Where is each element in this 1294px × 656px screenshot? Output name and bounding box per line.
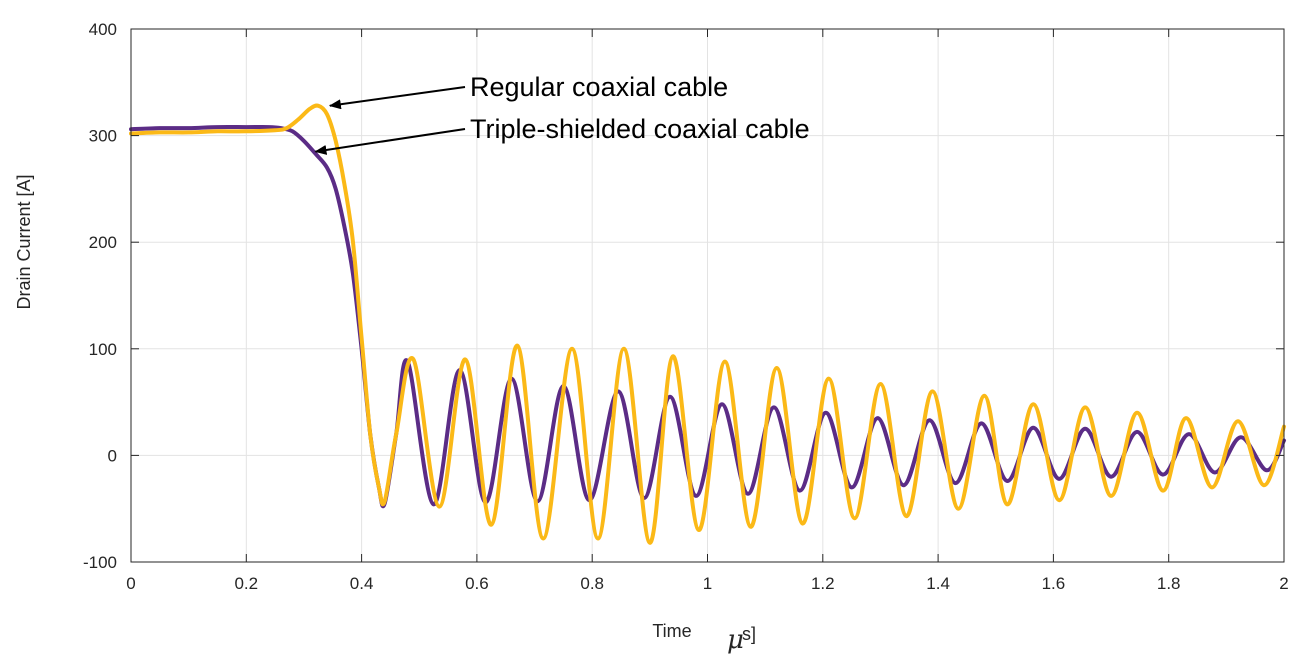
y-tick-label: 0 (108, 446, 117, 465)
y-tick-label: 200 (89, 233, 117, 252)
axis-ticks: 0 0.2 0.4 0.6 0.8 1 1.2 1.4 1.6 1.8 2 -100 0 100 200 30… (83, 20, 1289, 593)
annotations: Regular coaxial cable Triple-shielded coa… (314, 72, 810, 155)
x-axis-unit-tail: s] (742, 624, 756, 644)
x-tick-label: 0.4 (350, 574, 374, 593)
x-tick-label: 1.4 (926, 574, 950, 593)
annotation-arrow (328, 86, 466, 110)
x-tick-label: 2 (1279, 574, 1288, 593)
series-lines (129, 103, 1286, 545)
x-tick-label: 0 (126, 574, 135, 593)
annotation-label: Regular coaxial cable (470, 72, 728, 102)
annotation-arrow (314, 128, 466, 155)
y-tick-label: 100 (89, 340, 117, 359)
x-tick-label: 0.8 (580, 574, 604, 593)
series-line-regular-coaxial (129, 103, 1286, 545)
y-tick-label: 400 (89, 20, 117, 39)
x-tick-label: 1.2 (811, 574, 835, 593)
x-axis-unit-mu: μ (727, 625, 744, 655)
x-axis-label: Time (652, 621, 691, 641)
x-tick-label: 0.2 (234, 574, 258, 593)
annotation-label: Triple-shielded coaxial cable (470, 114, 810, 144)
x-tick-label: 1 (703, 574, 712, 593)
y-tick-label: -100 (83, 553, 117, 572)
y-tick-label: 300 (89, 127, 117, 146)
series-line-triple-shielded (129, 125, 1286, 509)
x-tick-label: 1.6 (1042, 574, 1066, 593)
y-axis-label: Drain Current [A] (14, 174, 34, 309)
x-tick-label: 0.6 (465, 574, 489, 593)
x-tick-label: 1.8 (1157, 574, 1181, 593)
